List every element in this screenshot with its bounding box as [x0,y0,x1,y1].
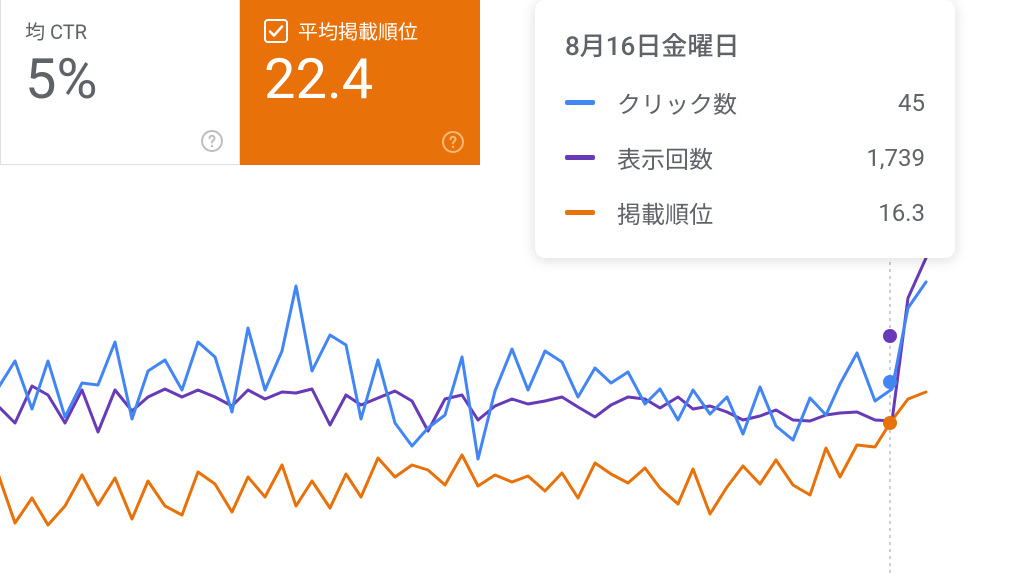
help-icon[interactable] [199,128,225,154]
tooltip-date: 8月16日金曜日 [565,26,925,63]
position-value: 22.4 [264,51,456,107]
help-icon[interactable] [440,129,466,155]
ctr-label: 均 CTR [25,16,87,45]
legend-dash-icon [565,210,595,215]
tooltip-row: 掲載順位 16.3 [565,195,925,230]
tooltip-row: クリック数 45 [565,85,925,120]
metric-card-position[interactable]: 平均掲載順位 22.4 [240,0,480,165]
checkbox-checked-icon [264,19,288,43]
tooltip-value: 16.3 [845,199,925,227]
tooltip-row: 表示回数 1,739 [565,140,925,175]
tooltip-label: 掲載順位 [617,195,823,230]
tooltip-value: 45 [845,89,925,117]
metric-card-ctr[interactable]: 均 CTR 5% [0,0,240,165]
legend-dash-icon [565,155,595,160]
tooltip-label: クリック数 [617,85,823,120]
position-label: 平均掲載順位 [298,16,418,45]
tooltip-value: 1,739 [845,144,925,172]
legend-dash-icon [565,100,595,105]
ctr-value: 5% [25,51,215,107]
chart-tooltip: 8月16日金曜日 クリック数 45 表示回数 1,739 掲載順位 16.3 [535,0,955,258]
tooltip-label: 表示回数 [617,140,823,175]
